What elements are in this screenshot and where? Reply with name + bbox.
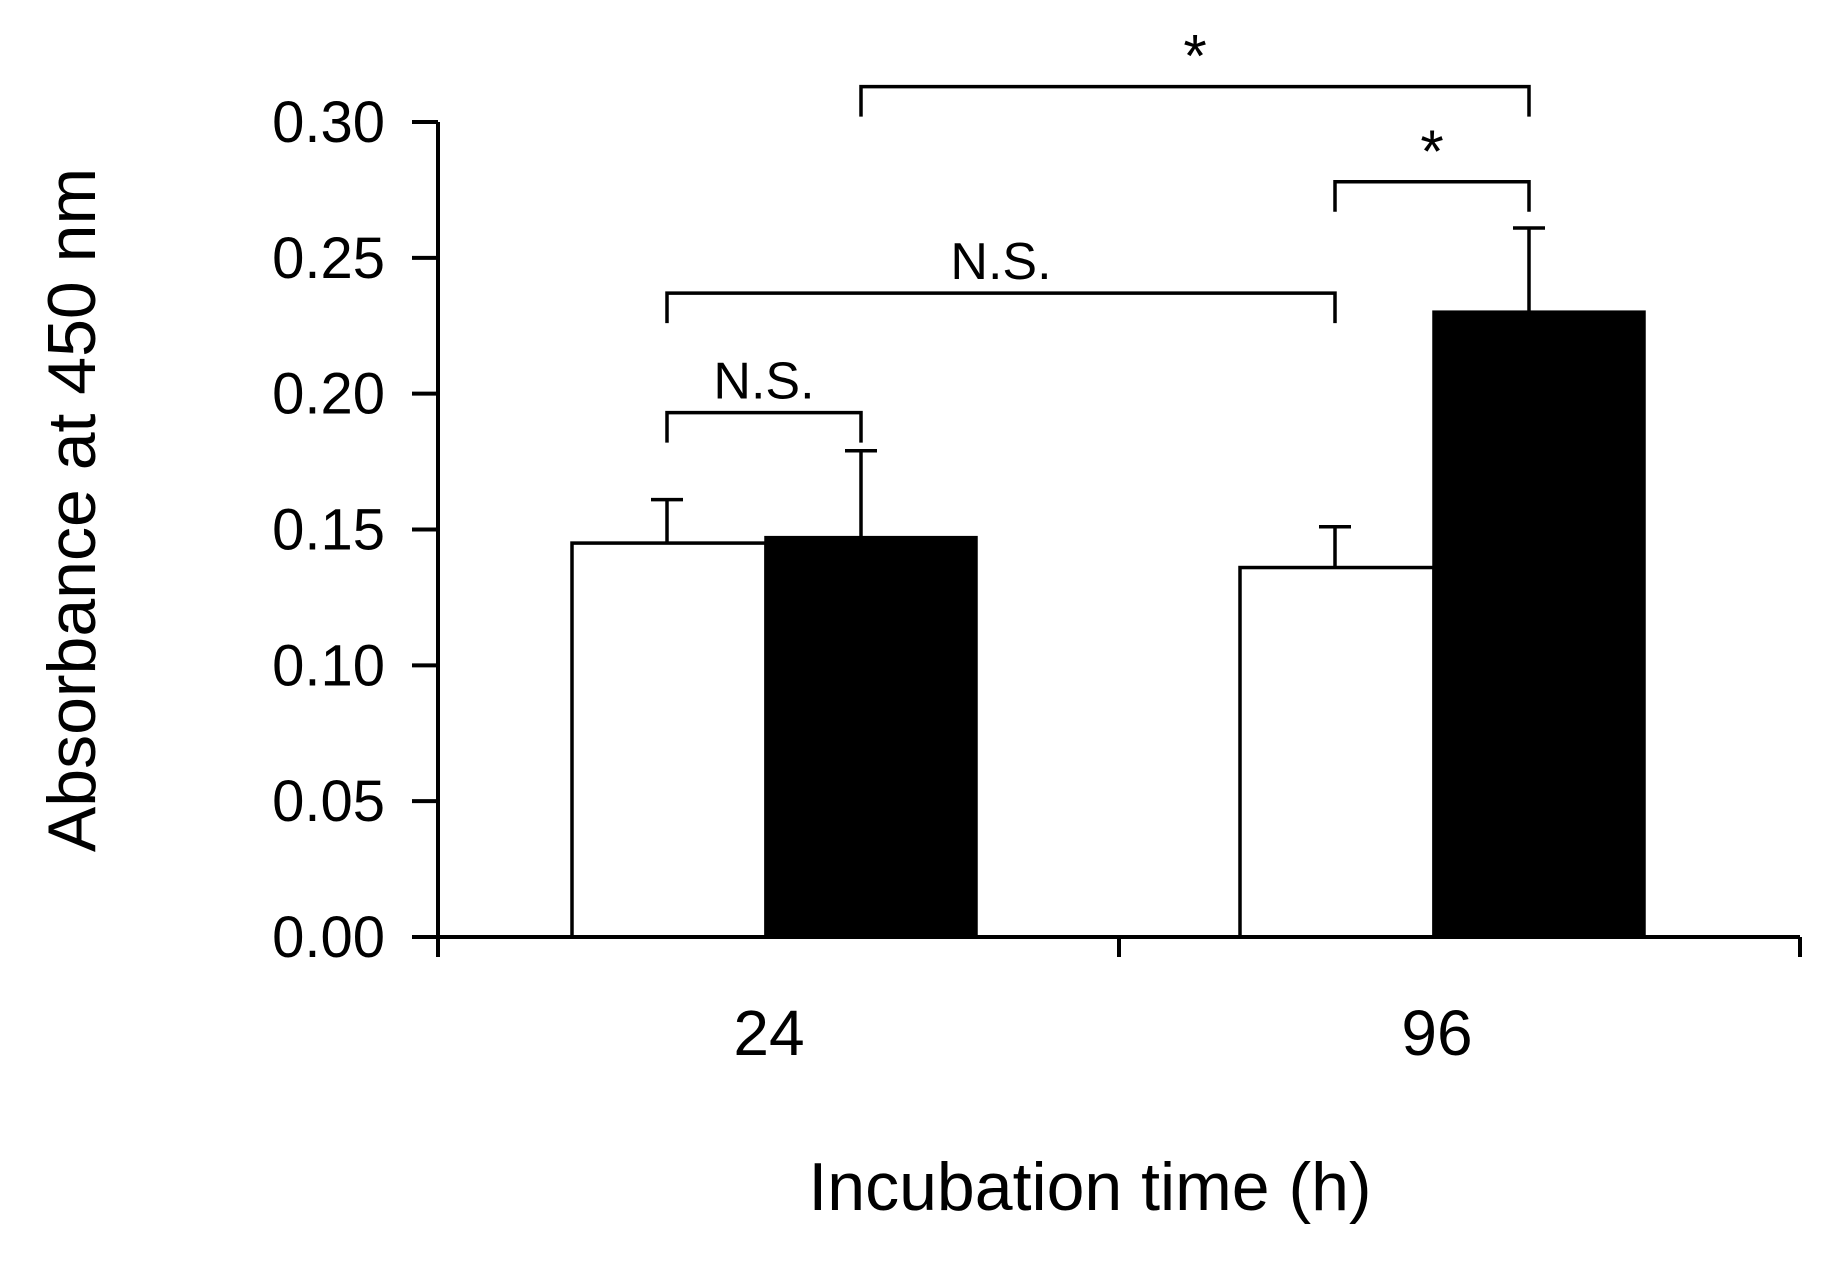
significance-bracket: [665, 291, 1337, 324]
y-tick-label: 0.15: [272, 498, 385, 563]
x-labels-layer: 24 96: [436, 937, 1802, 1069]
y-tick-label: 0.20: [272, 362, 385, 427]
x-category-label: 24: [733, 997, 804, 1069]
bar: [1432, 310, 1646, 939]
error-bars-layer: [651, 226, 1545, 568]
y-tick-label: 0.05: [272, 769, 385, 834]
bar: [570, 541, 768, 939]
y-tick-label: 0.10: [272, 633, 385, 698]
y-tick-label: 0.30: [272, 90, 385, 155]
y-axis-title: Absorbance at 450 nm: [34, 168, 110, 852]
significance-label: N.S.: [950, 233, 1051, 291]
significance-label: *: [1420, 118, 1443, 185]
bar: [1238, 565, 1436, 939]
y-tick-label: 0.00: [272, 905, 385, 970]
x-axis-title: Incubation time (h): [808, 1149, 1371, 1225]
x-category-label: 96: [1401, 997, 1472, 1069]
significance-bracket: [1333, 180, 1531, 212]
annotations-layer: N.S. N.S. * *: [665, 23, 1531, 443]
bar: [764, 535, 978, 939]
bars-layer: [570, 310, 1646, 939]
y-ticks-layer: 0.00 0.05 0.10 0.15 0.20 0.25 0.30: [272, 90, 438, 970]
significance-label: *: [1183, 23, 1206, 90]
significance-bracket: [665, 410, 863, 443]
y-tick-label: 0.25: [272, 226, 385, 291]
significance-bracket: [859, 84, 1531, 117]
significance-label: N.S.: [713, 353, 814, 411]
